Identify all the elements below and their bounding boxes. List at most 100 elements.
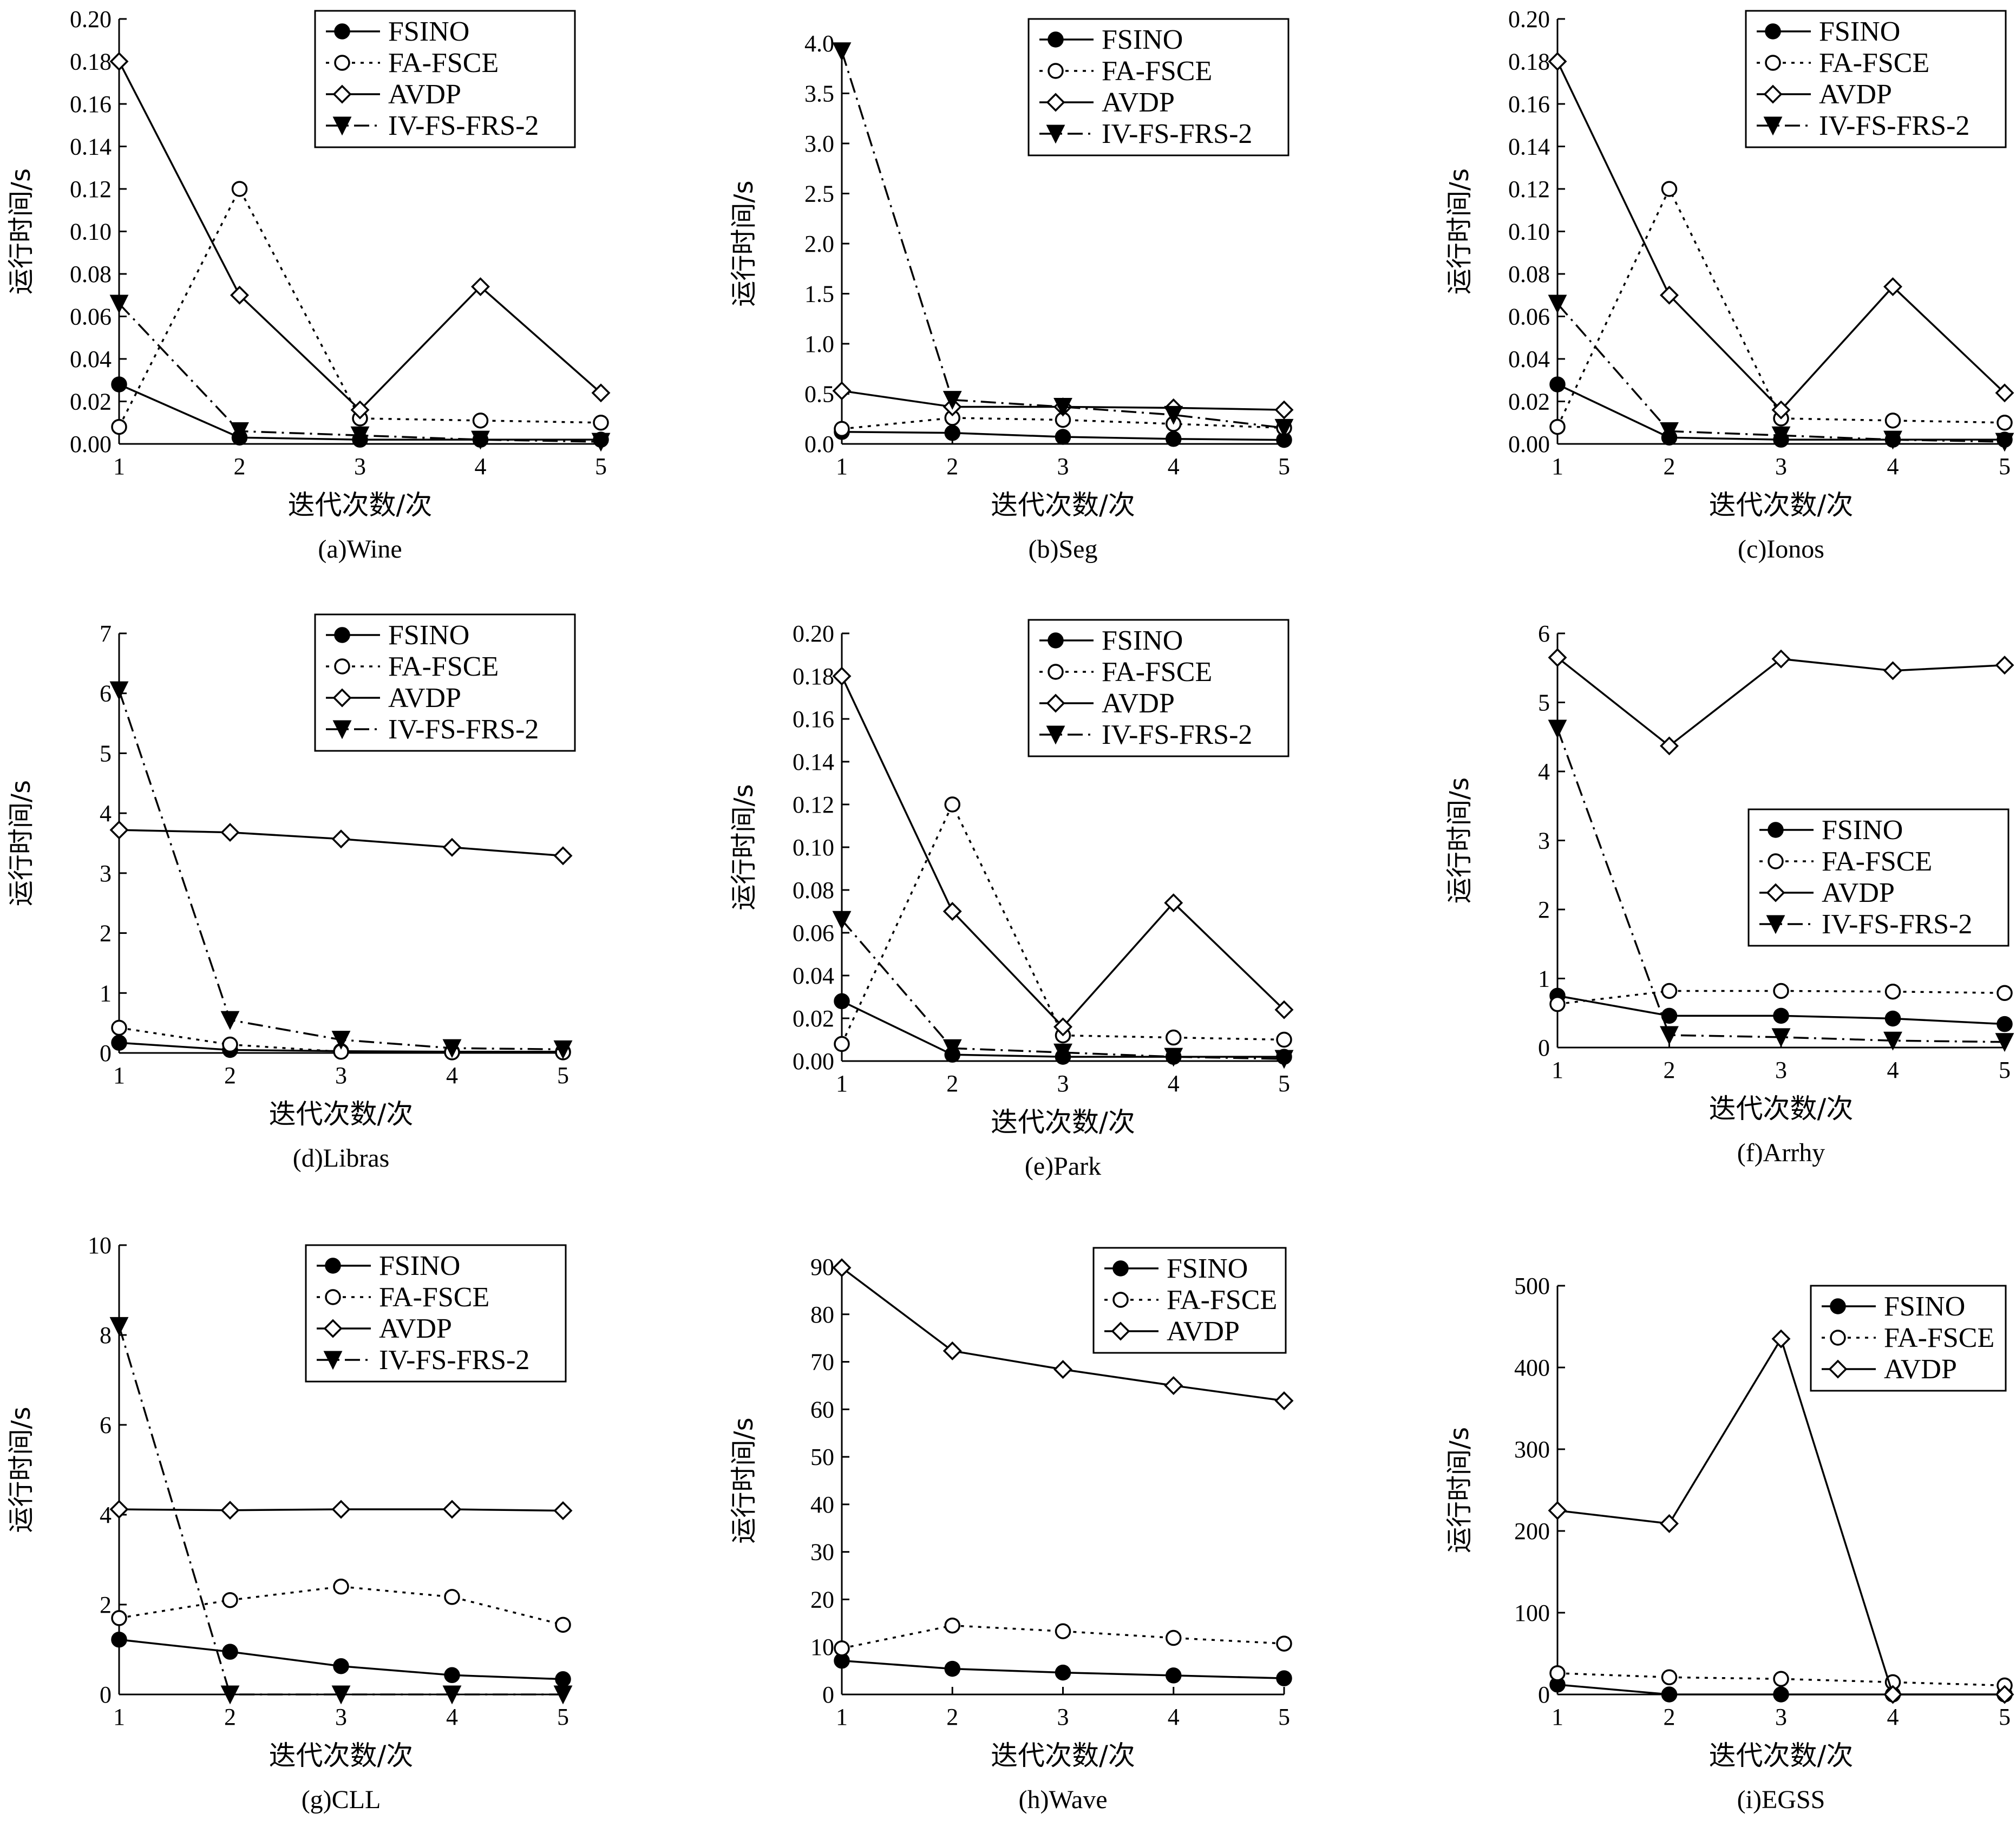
x-axis-title: 迭代次数/次 bbox=[991, 489, 1135, 521]
series-avdp bbox=[832, 666, 1294, 1037]
data-point bbox=[1166, 1629, 1182, 1646]
y-tick-label: 0.00 bbox=[1508, 431, 1550, 457]
series-avdp bbox=[832, 381, 1294, 420]
legend-marker bbox=[1765, 23, 1781, 40]
x-tick-label: 2 bbox=[234, 453, 246, 480]
data-point bbox=[333, 1579, 349, 1595]
data-point bbox=[591, 433, 611, 452]
data-point bbox=[942, 902, 962, 921]
legend-label: IV-FS-FRS-2 bbox=[1819, 110, 1969, 141]
legend-marker bbox=[332, 720, 352, 739]
data-point bbox=[1995, 1033, 2014, 1052]
data-point bbox=[1660, 736, 1679, 756]
y-tick-label: 40 bbox=[810, 1491, 834, 1518]
data-point bbox=[1883, 1031, 1902, 1051]
y-tick-label: 0.12 bbox=[70, 176, 112, 202]
y-tick-label: 0.18 bbox=[70, 49, 112, 75]
y-tick-label: 0.12 bbox=[1508, 176, 1550, 202]
series-avdp bbox=[1548, 52, 2014, 420]
legend-marker bbox=[1828, 1359, 1848, 1379]
series-fa-fsce bbox=[1549, 983, 2013, 1012]
y-tick-label: 10 bbox=[810, 1634, 834, 1660]
x-tick-label: 3 bbox=[1057, 1070, 1069, 1097]
y-axis-title: 运行时间/s bbox=[729, 180, 759, 306]
series-fa-fsce bbox=[834, 1617, 1292, 1657]
data-point bbox=[331, 1031, 351, 1050]
x-tick-label: 4 bbox=[1168, 453, 1180, 480]
data-point bbox=[1660, 285, 1679, 305]
x-axis-title: 迭代次数/次 bbox=[1709, 489, 1854, 521]
series-line bbox=[119, 1586, 564, 1626]
y-tick-label: 0.14 bbox=[1508, 134, 1550, 160]
data-point bbox=[1274, 1391, 1294, 1411]
data-point bbox=[1276, 1635, 1292, 1652]
series-avdp bbox=[1548, 1329, 2014, 1704]
data-point bbox=[1548, 719, 1567, 739]
y-axis-title: 运行时间/s bbox=[6, 780, 36, 906]
panel-caption: (f)Arrhy bbox=[1737, 1138, 1825, 1167]
series-fsino bbox=[111, 1631, 571, 1687]
data-point bbox=[109, 294, 129, 314]
legend-label: FSINO bbox=[1819, 16, 1900, 47]
x-tick-label: 2 bbox=[946, 1070, 958, 1097]
data-point bbox=[832, 1258, 852, 1278]
legend-label: FSINO bbox=[1102, 625, 1183, 656]
data-point bbox=[109, 1500, 129, 1519]
legend-marker bbox=[323, 1319, 343, 1338]
data-point bbox=[472, 413, 489, 429]
data-point bbox=[593, 415, 609, 431]
series-avdp bbox=[109, 820, 573, 866]
y-tick-label: 100 bbox=[1514, 1600, 1550, 1626]
series-fa-fsce bbox=[834, 796, 1292, 1052]
legend-label: FSINO bbox=[1167, 1253, 1248, 1284]
y-tick-label: 2 bbox=[100, 1592, 112, 1618]
legend-marker bbox=[325, 1258, 341, 1274]
x-tick-label: 2 bbox=[946, 1704, 958, 1730]
x-tick-label: 4 bbox=[475, 453, 487, 480]
series-line bbox=[1556, 303, 2005, 443]
series-line bbox=[118, 1325, 563, 1696]
data-point bbox=[942, 391, 962, 410]
legend-label: FA-FSCE bbox=[1102, 56, 1212, 87]
data-point bbox=[230, 285, 249, 305]
y-tick-label: 0.02 bbox=[793, 1005, 834, 1032]
x-tick-label: 1 bbox=[836, 453, 848, 480]
x-tick-label: 5 bbox=[1999, 1057, 2011, 1083]
legend-label: FA-FSCE bbox=[1167, 1285, 1277, 1315]
x-tick-label: 3 bbox=[354, 453, 366, 480]
data-point bbox=[1883, 430, 1902, 450]
y-tick-label: 2.0 bbox=[804, 231, 834, 257]
data-point bbox=[1771, 400, 1791, 420]
chart-panel-egss: 0 100 200 300 400 500 1 2 3 4 5 运行时间/s 迭代次数/次 (i)EGSS… bbox=[1444, 1273, 2014, 1814]
y-axis-title: 运行时间/s bbox=[1444, 168, 1475, 294]
x-axis-title: 迭代次数/次 bbox=[991, 1740, 1135, 1771]
data-point bbox=[1166, 1667, 1182, 1684]
y-tick-label: 70 bbox=[810, 1349, 834, 1376]
legend-marker bbox=[334, 658, 350, 675]
x-tick-label: 4 bbox=[1887, 1057, 1899, 1083]
data-point bbox=[1548, 52, 1567, 71]
series-avdp bbox=[109, 52, 611, 420]
y-axis-title: 运行时间/s bbox=[1444, 777, 1475, 904]
legend-label: FA-FSCE bbox=[379, 1282, 489, 1313]
legend-label: FA-FSCE bbox=[388, 651, 499, 682]
legend-marker bbox=[325, 1289, 341, 1305]
x-tick-label: 3 bbox=[1057, 1704, 1069, 1730]
legend-label: FSINO bbox=[1884, 1291, 1965, 1322]
y-tick-label: 0.10 bbox=[793, 834, 834, 861]
data-point bbox=[1164, 405, 1183, 425]
x-tick-label: 5 bbox=[1278, 453, 1290, 480]
data-point bbox=[1661, 1686, 1678, 1703]
data-point bbox=[944, 1617, 960, 1634]
legend-marker bbox=[1766, 915, 1785, 934]
legend-marker bbox=[1768, 853, 1784, 869]
data-point bbox=[1883, 661, 1902, 680]
data-point bbox=[222, 1036, 238, 1053]
legend-label: AVDP bbox=[1819, 79, 1892, 110]
data-point bbox=[832, 666, 852, 686]
data-point bbox=[1053, 398, 1072, 417]
data-point bbox=[1773, 1671, 1789, 1687]
x-tick-label: 1 bbox=[113, 1062, 125, 1089]
